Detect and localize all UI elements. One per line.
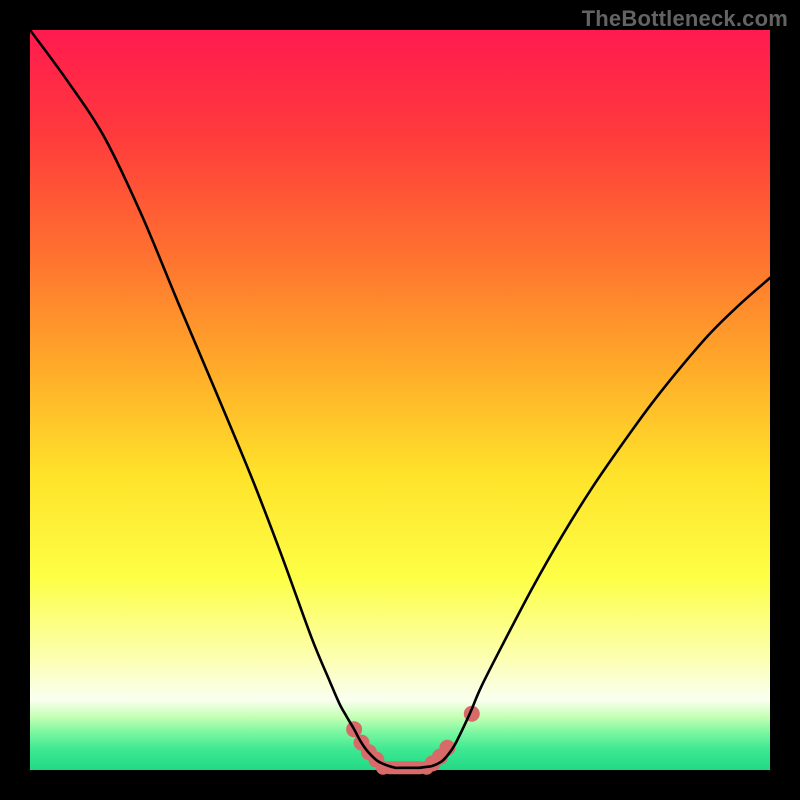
chart-background [30,30,770,770]
chart-container: TheBottleneck.com [0,0,800,800]
watermark-text: TheBottleneck.com [582,6,788,32]
chart-svg [0,0,800,800]
